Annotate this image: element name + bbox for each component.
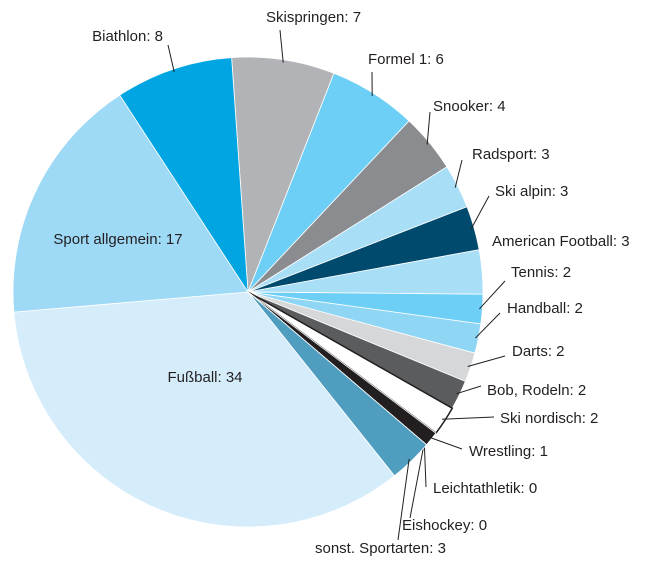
- leader-line: [467, 355, 506, 367]
- leader-line: [397, 458, 410, 541]
- slice-label: Bob, Rodeln: 2: [487, 382, 586, 399]
- slice-label: sonst. Sportarten: 3: [315, 540, 446, 557]
- slice-label: Darts: 2: [512, 343, 565, 360]
- slice-label: Tennis: 2: [511, 264, 571, 281]
- pie-slice: [12, 94, 249, 313]
- slice-label: Sport allgemein: 17: [53, 231, 182, 248]
- slice-label: American Football: 3: [492, 233, 630, 250]
- slice-label: Ski alpin: 3: [495, 183, 568, 200]
- slice-label: Snooker: 4: [433, 98, 506, 115]
- leader-line: [479, 280, 506, 310]
- slice-label: Skispringen: 7: [266, 9, 361, 26]
- leader-line: [426, 111, 431, 145]
- slice-label: Ski nordisch: 2: [500, 410, 598, 427]
- slice-label: Biathlon: 8: [92, 28, 163, 45]
- pie-slice: [231, 56, 335, 293]
- leader-line: [409, 442, 425, 519]
- leader-line: [423, 442, 427, 488]
- leader-line: [470, 195, 490, 229]
- leader-line: [441, 416, 495, 420]
- slice-label: Wrestling: 1: [469, 443, 548, 460]
- leader-line: [167, 44, 175, 73]
- slice-label: Eishockey: 0: [402, 517, 487, 534]
- pie-slice: [13, 291, 395, 528]
- leader-line: [475, 312, 501, 339]
- leader-line: [428, 436, 463, 450]
- leader-line: [279, 29, 284, 63]
- slice-label: Radsport: 3: [472, 146, 550, 163]
- leader-line: [456, 385, 482, 395]
- slice-label: Fußball: 34: [167, 369, 242, 386]
- slice-label: Leichtathletik: 0: [433, 480, 537, 497]
- slice-label: Handball: 2: [507, 300, 583, 317]
- slice-label: Formel 1: 6: [368, 51, 444, 68]
- leader-line: [454, 159, 463, 188]
